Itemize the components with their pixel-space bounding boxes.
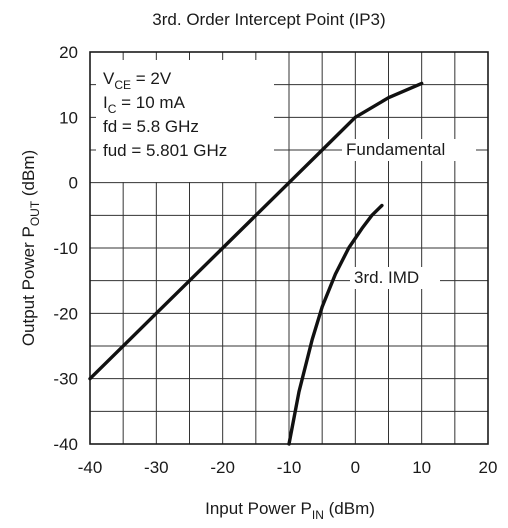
x-tick-label: 10 xyxy=(412,458,431,477)
x-axis-label-sub: IN xyxy=(312,508,324,522)
series-labels: Fundamental 3rd. IMD xyxy=(342,139,476,289)
series-line-1 xyxy=(287,203,384,446)
x-tick-label: 20 xyxy=(479,458,498,477)
condition-line: fd = 5.8 GHz xyxy=(103,117,199,136)
y-tick-label: -20 xyxy=(53,304,78,323)
x-tick-label: -20 xyxy=(210,458,235,477)
chart-title: 3rd. Order Intercept Point (IP3) xyxy=(152,10,385,29)
series-lines xyxy=(88,81,424,446)
conditions-bg xyxy=(96,60,274,182)
series-label-bg xyxy=(342,139,476,161)
y-axis-label: Output Power POUT (dBm) xyxy=(19,150,42,346)
series-line-0 xyxy=(88,81,424,381)
y-tick-label: 0 xyxy=(69,174,78,193)
y-tick-label: 20 xyxy=(59,43,78,62)
x-tick-label: 0 xyxy=(351,458,360,477)
tick-labels: -40 -30 -20 -10 0 10 20 -40 -30 -20 -10 0 10 20 xyxy=(53,43,497,477)
y-axis-label-unit: (dBm) xyxy=(19,150,38,201)
y-axis-label-main: Output Power P xyxy=(19,226,38,346)
x-tick-label: -30 xyxy=(144,458,169,477)
x-axis-label-unit: (dBm) xyxy=(324,499,375,518)
condition-line: VCE = 2V xyxy=(103,69,172,92)
series-label: Fundamental xyxy=(346,140,445,159)
x-tick-label: -10 xyxy=(277,458,302,477)
y-axis-label-sub: OUT xyxy=(28,200,42,226)
x-tick-label: -40 xyxy=(78,458,103,477)
condition-line: fud = 5.801 GHz xyxy=(103,141,227,160)
x-axis-label: Input Power PIN (dBm) xyxy=(205,499,375,522)
y-tick-label: -40 xyxy=(53,435,78,454)
y-tick-label: -30 xyxy=(53,370,78,389)
y-tick-label: -10 xyxy=(53,239,78,258)
y-tick-label: 10 xyxy=(59,108,78,127)
condition-line: IC = 10 mA xyxy=(103,93,186,116)
series-label: 3rd. IMD xyxy=(354,268,419,287)
x-axis-label-main: Input Power P xyxy=(205,499,312,518)
series-label-bg xyxy=(350,267,440,289)
